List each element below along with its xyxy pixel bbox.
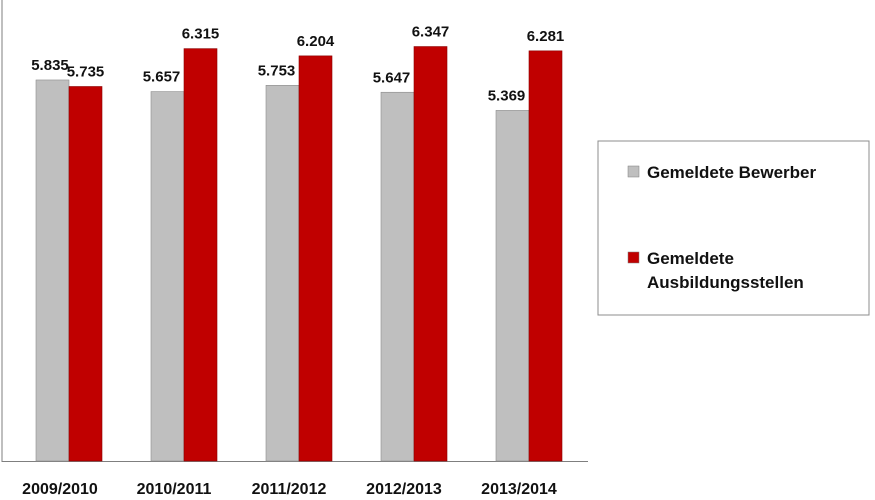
legend-box xyxy=(597,140,870,316)
bar-gemeldete-ausbildungsstellen-2012-2013 xyxy=(413,46,448,462)
legend-swatch-ausbildungsstellen xyxy=(627,251,640,264)
value-label-gemeldete-bewerber-2009-2010: 5.835 xyxy=(31,57,69,74)
x-tick-label-2013-2014: 2013/2014 xyxy=(481,481,557,498)
bar-gemeldete-bewerber-2012-2013 xyxy=(380,91,415,462)
value-label-gemeldete-ausbildungsstellen-2011-2012: 6.204 xyxy=(297,33,335,50)
legend: Gemeldete Bewerber Gemeldete Ausbildungs… xyxy=(597,140,870,316)
legend-swatch-bewerber xyxy=(627,165,640,178)
legend-label-ausbildungsstellen-line2: Ausbildungsstellen xyxy=(647,273,804,292)
bar-gemeldete-bewerber-2011-2012 xyxy=(265,85,300,462)
bar-gemeldete-ausbildungsstellen-2010-2011 xyxy=(183,48,218,462)
value-label-gemeldete-bewerber-2010-2011: 5.657 xyxy=(143,69,181,86)
x-tick-label-2011-2012: 2011/2012 xyxy=(252,481,327,498)
bars-group xyxy=(35,46,563,462)
bar-gemeldete-bewerber-2013-2014 xyxy=(495,110,530,462)
legend-label-bewerber: Gemeldete Bewerber xyxy=(647,163,817,182)
x-tick-labels-group: 2009/2010 2010/2011 2011/2012 2012/2013 2013… xyxy=(22,481,557,498)
legend-label-ausbildungsstellen-line1: Gemeldete xyxy=(647,249,734,268)
value-label-gemeldete-bewerber-2013-2014: 5.369 xyxy=(488,87,526,104)
bar-gemeldete-ausbildungsstellen-2013-2014 xyxy=(528,50,563,462)
bar-gemeldete-bewerber-2010-2011 xyxy=(150,91,185,462)
bar-gemeldete-ausbildungsstellen-2009-2010 xyxy=(68,86,103,462)
x-tick-label-2010-2011: 2010/2011 xyxy=(137,481,212,498)
value-label-gemeldete-ausbildungsstellen-2010-2011: 6.315 xyxy=(182,26,220,43)
value-label-gemeldete-ausbildungsstellen-2009-2010: 5.735 xyxy=(67,64,105,81)
x-tick-label-2009-2010: 2009/2010 xyxy=(22,481,98,498)
value-label-gemeldete-ausbildungsstellen-2013-2014: 6.281 xyxy=(527,28,565,45)
x-tick-label-2012-2013: 2012/2013 xyxy=(366,481,442,498)
value-label-gemeldete-bewerber-2011-2012: 5.753 xyxy=(258,62,296,79)
value-label-gemeldete-ausbildungsstellen-2012-2013: 6.347 xyxy=(412,24,450,41)
bar-gemeldete-bewerber-2009-2010 xyxy=(35,79,70,462)
bar-gemeldete-ausbildungsstellen-2011-2012 xyxy=(298,55,333,462)
value-label-gemeldete-bewerber-2012-2013: 5.647 xyxy=(373,69,411,86)
